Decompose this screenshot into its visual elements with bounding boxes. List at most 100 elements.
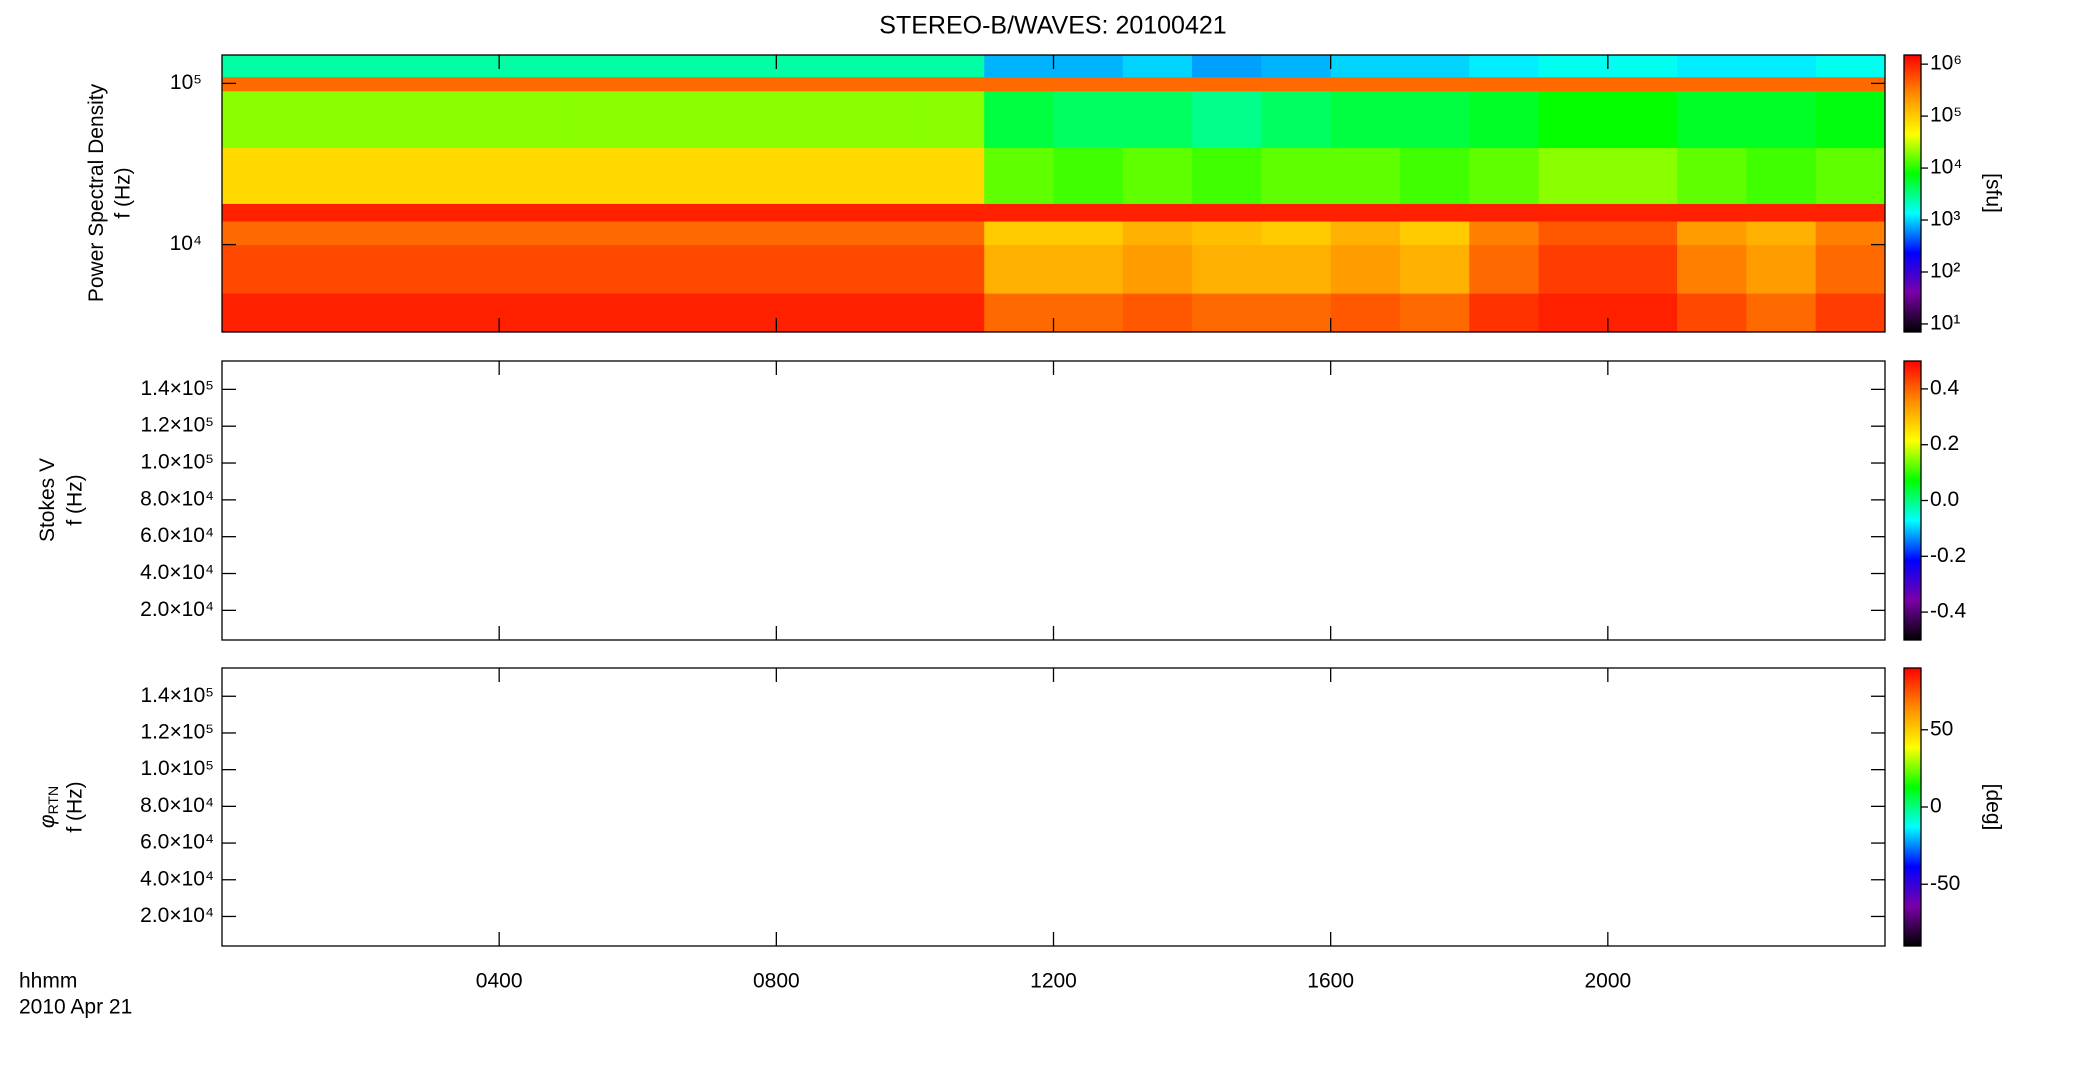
heatmap-cell	[360, 244, 431, 294]
heatmap-cell	[1815, 203, 1886, 222]
heatmap-cell	[776, 55, 847, 78]
heatmap-cell	[1330, 221, 1401, 246]
heatmap-cell	[1399, 244, 1470, 294]
heatmap-cell	[429, 90, 500, 149]
heatmap-cell	[1330, 293, 1401, 333]
y-axis-label-2: f (Hz)	[112, 167, 135, 218]
heatmap-cell	[1261, 147, 1332, 204]
heatmap-cell	[1053, 55, 1124, 78]
colorbar-tick-label: -0.2	[1930, 544, 1966, 567]
plot-frame	[221, 667, 1886, 947]
y-tick-label: 1.4×10⁵	[140, 377, 214, 400]
heatmap-cell	[776, 293, 847, 333]
heatmap-cell	[914, 76, 985, 92]
heatmap-cell	[1261, 244, 1332, 294]
heatmap-cell	[1399, 147, 1470, 204]
heatmap-cell	[707, 76, 777, 92]
heatmap-cell	[568, 244, 639, 294]
y-axis-label-text: φ	[36, 814, 59, 828]
heatmap-cell	[1192, 147, 1262, 204]
heatmap-cell	[845, 221, 916, 246]
x-axis-date: 2010 Apr 21	[19, 996, 132, 1019]
heatmap-cell	[845, 244, 916, 294]
heatmap-cell	[1469, 221, 1540, 246]
heatmap-cell	[637, 90, 708, 149]
colorbar-tick-label: -0.4	[1930, 600, 1967, 623]
heatmap-cell	[222, 55, 292, 78]
heatmap-cell	[1677, 293, 1747, 333]
heatmap-cell	[1746, 221, 1817, 246]
colorbar-tick-label: 0.2	[1930, 432, 1959, 455]
heatmap-cell	[914, 90, 985, 149]
heatmap-cell	[776, 244, 847, 294]
heatmap-cell	[568, 203, 639, 222]
heatmap-cell	[1192, 203, 1262, 222]
heatmap-cell	[1815, 293, 1886, 333]
heatmap-cell	[1192, 55, 1262, 78]
heatmap-cell	[568, 55, 639, 78]
heatmap-cell	[1469, 76, 1540, 92]
heatmap-cell	[1538, 293, 1609, 333]
x-tick-label: 1200	[1030, 970, 1077, 993]
heatmap-cell	[1261, 55, 1332, 78]
heatmap-cell	[707, 221, 777, 246]
heatmap-cell	[1122, 90, 1193, 149]
heatmap-cell	[1607, 221, 1678, 246]
heatmap-cell	[1815, 221, 1886, 246]
heatmap-cell	[707, 147, 777, 204]
heatmap-cell	[1330, 55, 1401, 78]
heatmap-cell	[1053, 90, 1124, 149]
heatmap-cell	[1053, 221, 1124, 246]
heatmap-cell	[1538, 90, 1609, 149]
heatmap-cell	[1192, 90, 1262, 149]
heatmap-cell	[222, 221, 292, 246]
heatmap-cell	[222, 76, 292, 92]
heatmap-cell	[568, 90, 639, 149]
heatmap-cell	[360, 221, 431, 246]
colorbar-tick-label: 0.0	[1930, 488, 1959, 511]
heatmap-cell	[499, 55, 569, 78]
heatmap-cell	[1053, 203, 1124, 222]
heatmap-cell	[1538, 76, 1609, 92]
heatmap-cell	[1399, 221, 1470, 246]
heatmap-cell	[568, 76, 639, 92]
heatmap-cell	[1746, 90, 1817, 149]
heatmap-cell	[1330, 203, 1401, 222]
heatmap-cell	[984, 293, 1054, 333]
heatmap-cell	[360, 147, 431, 204]
heatmap-cell	[1469, 203, 1540, 222]
heatmap-cell	[1746, 244, 1817, 294]
heatmap-cell	[1261, 76, 1332, 92]
y-axis-label: φRTN	[36, 786, 61, 828]
heatmap-cell	[1122, 244, 1193, 294]
heatmap-cell	[429, 221, 500, 246]
y-axis-label: Stokes V	[36, 458, 59, 542]
heatmap-cell	[845, 147, 916, 204]
heatmap-cell	[429, 244, 500, 294]
heatmap-cell	[707, 55, 777, 78]
heatmap-cell	[914, 203, 985, 222]
heatmap-cell	[1192, 244, 1262, 294]
heatmap-cell	[1330, 76, 1401, 92]
heatmap-cell	[222, 147, 292, 204]
x-tick-label: 2000	[1584, 970, 1631, 993]
heatmap-cell	[707, 293, 777, 333]
heatmap-cell	[1469, 147, 1540, 204]
heatmap-cell	[637, 147, 708, 204]
heatmap-cell	[1330, 244, 1401, 294]
heatmap-cell	[1538, 221, 1609, 246]
heatmap-cell	[1192, 221, 1262, 246]
colorbar-tick-label: 10¹	[1930, 311, 1960, 334]
colorbar-tick-label: -50	[1930, 872, 1960, 895]
heatmap-cell	[1261, 90, 1332, 149]
heatmap-cell	[1746, 293, 1817, 333]
colorbar-tick-label: 10⁴	[1930, 156, 1962, 179]
heatmap-cell	[984, 76, 1054, 92]
heatmap-cell	[1399, 55, 1470, 78]
heatmap-cell	[1469, 293, 1540, 333]
heatmap-cell	[1053, 147, 1124, 204]
heatmap-cell	[1122, 203, 1193, 222]
heatmap-cell	[1746, 203, 1817, 222]
heatmap-cell	[1677, 76, 1747, 92]
